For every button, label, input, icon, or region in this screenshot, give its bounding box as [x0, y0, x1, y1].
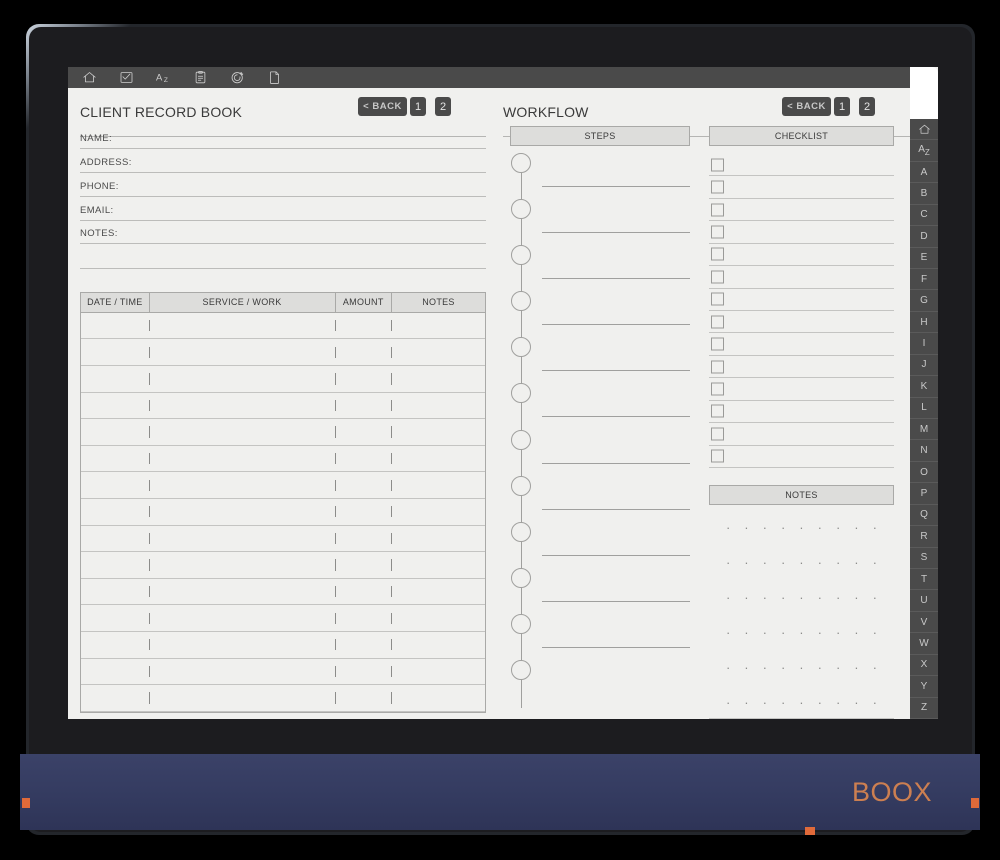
svg-text:A: A: [156, 72, 163, 82]
svg-text:Z: Z: [164, 77, 168, 84]
